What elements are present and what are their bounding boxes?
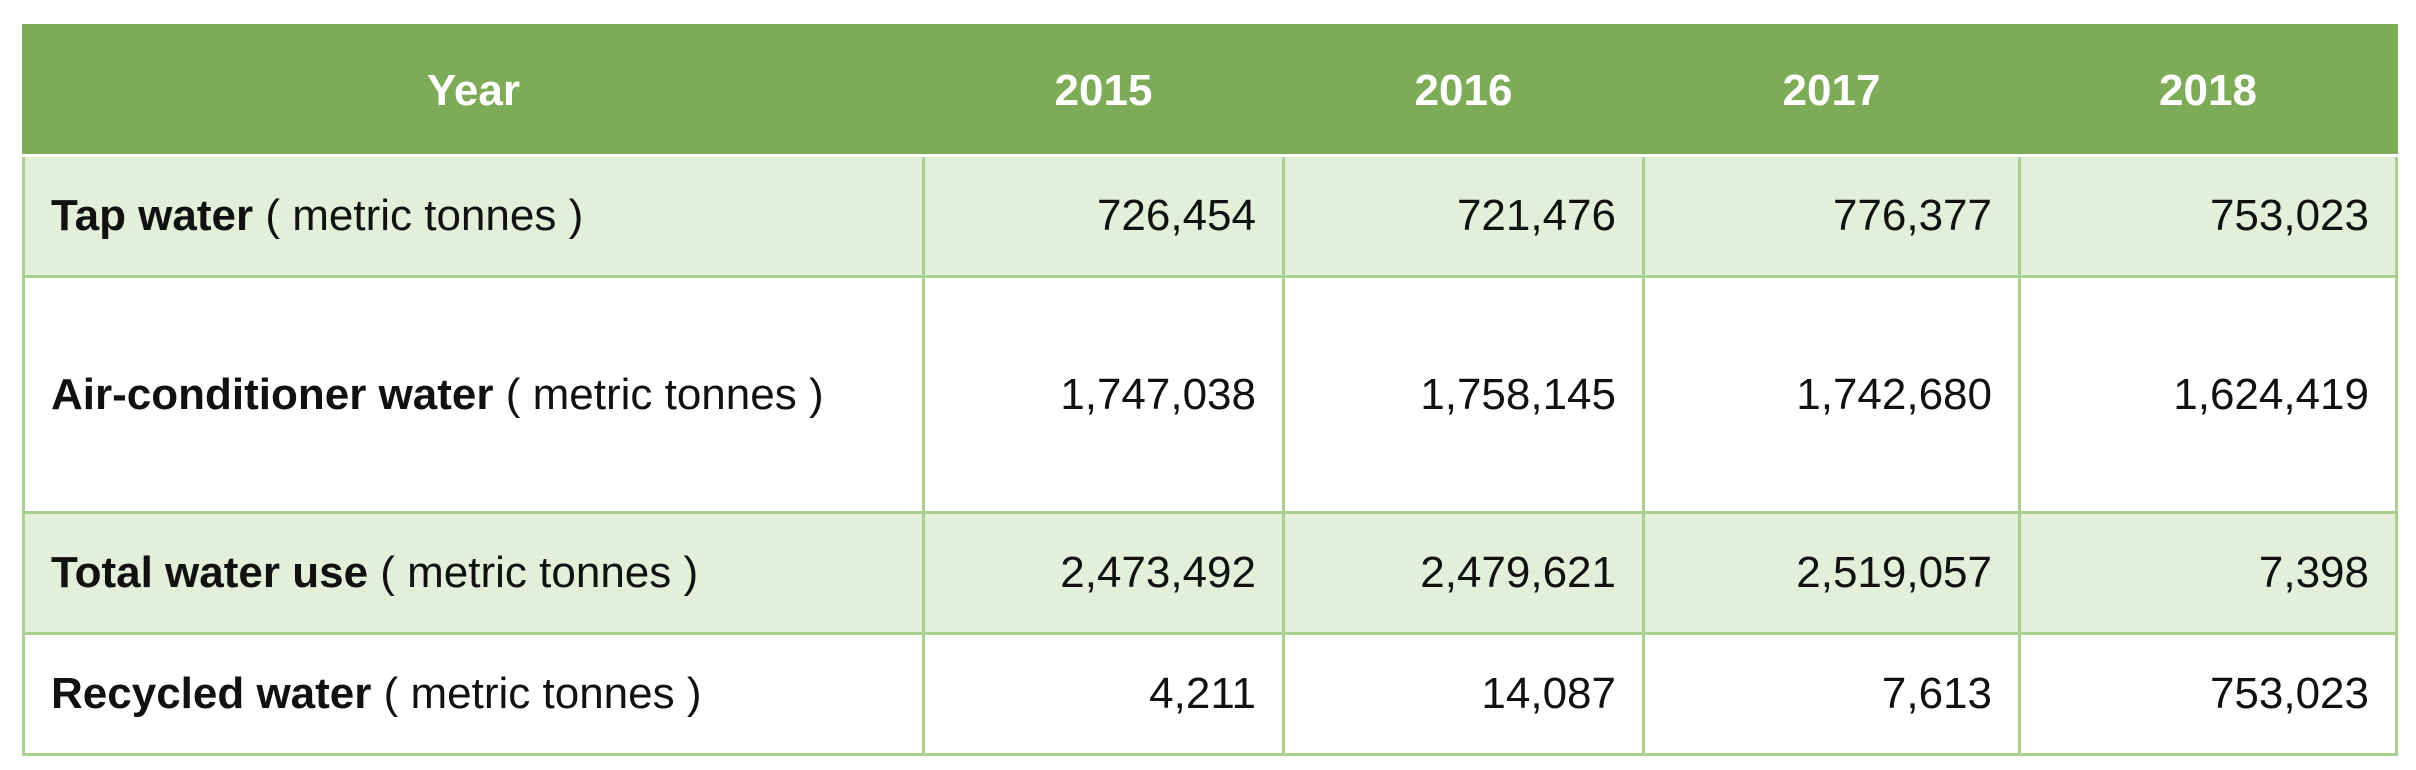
cell-value: 2,473,492 (922, 511, 1285, 635)
row-label: Tap water ( metric tonnes ) (22, 154, 925, 278)
cell-value: 2,519,057 (1642, 511, 2021, 635)
header-year-2015: 2015 (922, 24, 1285, 157)
water-use-table: Year 2015 2016 2017 2018 Tap water ( met… (22, 24, 2398, 756)
row-label: Air-conditioner water ( metric tonnes ) (22, 275, 925, 514)
cell-value: 7,613 (1642, 632, 2021, 756)
cell-value: 721,476 (1282, 154, 1645, 278)
table-row-tap-water: Tap water ( metric tonnes ) 726,454 721,… (22, 154, 2398, 278)
header-year-2016: 2016 (1282, 24, 1645, 157)
cell-value: 1,758,145 (1282, 275, 1645, 514)
row-name: Recycled water (51, 669, 372, 718)
cell-value: 2,479,621 (1282, 511, 1645, 635)
row-name: Air-conditioner water (51, 369, 494, 419)
row-name: Tap water (51, 191, 254, 240)
header-year-label: Year (22, 24, 925, 157)
header-year-2017: 2017 (1642, 24, 2021, 157)
cell-value: 1,747,038 (922, 275, 1285, 514)
cell-value: 1,624,419 (2018, 275, 2398, 514)
table-body: Tap water ( metric tonnes ) 726,454 721,… (22, 154, 2398, 756)
header-row: Year 2015 2016 2017 2018 (22, 24, 2398, 157)
row-name: Total water use (51, 548, 369, 597)
table-row-air-conditioner-water: Air-conditioner water ( metric tonnes ) … (22, 275, 2398, 514)
cell-value: 4,211 (922, 632, 1285, 756)
table-row-total-water-use: Total water use ( metric tonnes ) 2,473,… (22, 511, 2398, 635)
cell-value: 726,454 (922, 154, 1285, 278)
row-label: Total water use ( metric tonnes ) (22, 511, 925, 635)
row-label: Recycled water ( metric tonnes ) (22, 632, 925, 756)
table-row-recycled-water: Recycled water ( metric tonnes ) 4,211 1… (22, 632, 2398, 756)
cell-value: 1,742,680 (1642, 275, 2021, 514)
cell-value: 776,377 (1642, 154, 2021, 278)
row-unit: ( metric tonnes ) (505, 369, 824, 419)
row-unit: ( metric tonnes ) (265, 191, 584, 240)
cell-value: 7,398 (2018, 511, 2398, 635)
cell-value: 753,023 (2018, 154, 2398, 278)
row-unit: ( metric tonnes ) (383, 669, 702, 718)
table-header: Year 2015 2016 2017 2018 (22, 24, 2398, 157)
row-unit: ( metric tonnes ) (380, 548, 699, 597)
cell-value: 14,087 (1282, 632, 1645, 756)
cell-value: 753,023 (2018, 632, 2398, 756)
header-year-2018: 2018 (2018, 24, 2398, 157)
